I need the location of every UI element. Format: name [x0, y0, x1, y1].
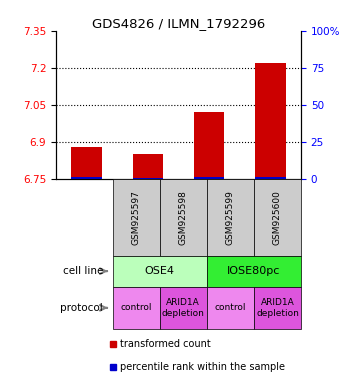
- Bar: [113, 256, 207, 287]
- Text: GSM925598: GSM925598: [179, 190, 188, 245]
- Text: GSM925597: GSM925597: [132, 190, 141, 245]
- Bar: [194, 177, 224, 179]
- Bar: [160, 179, 207, 256]
- Text: IOSE80pc: IOSE80pc: [227, 266, 281, 276]
- Title: GDS4826 / ILMN_1792296: GDS4826 / ILMN_1792296: [92, 17, 265, 30]
- Text: transformed count: transformed count: [120, 339, 211, 349]
- Bar: [133, 178, 163, 179]
- Bar: [71, 177, 102, 179]
- Bar: [71, 147, 102, 179]
- Bar: [255, 63, 286, 179]
- Bar: [254, 287, 301, 329]
- Text: GSM925600: GSM925600: [273, 190, 282, 245]
- Bar: [194, 113, 224, 179]
- Text: cell line: cell line: [63, 266, 103, 276]
- Text: GSM925599: GSM925599: [226, 190, 235, 245]
- Bar: [207, 256, 301, 287]
- Bar: [113, 287, 160, 329]
- Text: percentile rank within the sample: percentile rank within the sample: [120, 362, 285, 372]
- Bar: [254, 179, 301, 256]
- Text: ARID1A
depletion: ARID1A depletion: [256, 298, 299, 318]
- Text: control: control: [120, 303, 152, 312]
- Bar: [113, 179, 160, 256]
- Bar: [255, 177, 286, 179]
- Bar: [160, 287, 207, 329]
- Bar: [207, 179, 254, 256]
- Text: control: control: [215, 303, 246, 312]
- Text: ARID1A
depletion: ARID1A depletion: [162, 298, 205, 318]
- Text: OSE4: OSE4: [145, 266, 175, 276]
- Bar: [207, 287, 254, 329]
- Text: protocol: protocol: [60, 303, 103, 313]
- Bar: [133, 154, 163, 179]
